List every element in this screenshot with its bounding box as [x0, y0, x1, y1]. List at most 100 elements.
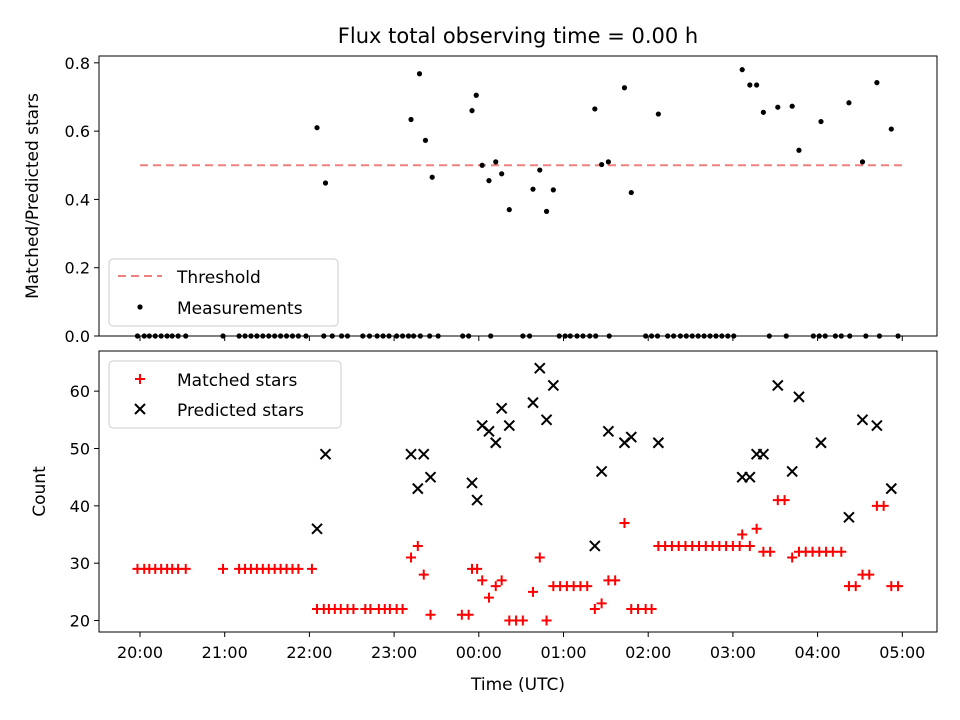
measurement-point: [550, 187, 556, 193]
x-tick-label: 01:00: [540, 643, 586, 662]
legend-measurements-swatch: [137, 304, 143, 310]
measurement-point: [874, 80, 880, 86]
predicted-star-point: [483, 425, 495, 437]
y-tick-label: 0.0: [65, 327, 90, 346]
measurement-point: [621, 85, 628, 91]
measurement-point: [469, 108, 475, 114]
matched-star-point: [589, 604, 600, 615]
measurement-point: [818, 118, 824, 125]
y-axis-label: Matched/Predicted stars: [23, 93, 43, 299]
predicted-star-point: [418, 448, 430, 460]
predicted-star-point: [540, 414, 553, 426]
measurement-point: [605, 159, 611, 165]
predicted-star-point: [589, 540, 601, 552]
predicted-star-point: [786, 465, 798, 478]
y-tick-label: 0.6: [65, 122, 90, 141]
x-tick-label: 21:00: [202, 643, 248, 662]
predicted-star-point: [595, 465, 608, 478]
x-tick-label: 23:00: [371, 643, 417, 662]
measurement-point: [747, 82, 753, 88]
predicted-star-point: [534, 362, 546, 374]
matched-star-point: [397, 604, 408, 615]
measurement-point: [775, 104, 781, 110]
matched-star-point: [787, 552, 798, 563]
measurement-point: [493, 159, 499, 165]
legend-threshold-label: Threshold: [176, 268, 261, 288]
legend-box: [108, 360, 342, 429]
predicted-star-point: [885, 482, 897, 495]
matched-star-point: [463, 609, 474, 620]
y-tick-label: 60: [70, 382, 90, 401]
predicted-star-point: [319, 448, 332, 460]
x-tick-label: 05:00: [879, 643, 925, 662]
x-axis-label: Time (UTC): [470, 675, 565, 695]
matched-star-point: [477, 575, 488, 586]
x-tick-label: 03:00: [710, 643, 756, 662]
legend-predicted-swatch: [134, 403, 146, 415]
matched-star-point: [425, 609, 436, 620]
matched-star-point: [646, 604, 657, 615]
count-plot: 20 30 40 50 60 20:00 21:00 22:00 23:00 00:00 01:00…: [30, 350, 938, 662]
matched-star-point: [496, 575, 507, 586]
matched-star-point: [365, 604, 376, 615]
matched-star-point: [534, 552, 545, 563]
legend-measurements-label: Measurements: [177, 299, 303, 319]
measurement-point: [429, 174, 435, 180]
predicted-star-point: [471, 494, 483, 506]
measurement-point: [592, 106, 598, 112]
matched-star-point: [765, 546, 776, 557]
predicted-star-point: [856, 414, 869, 426]
measurement-point: [754, 82, 760, 88]
predicted-star-point: [871, 419, 883, 432]
measurement-point: [506, 207, 512, 213]
x-tick-label: 22:00: [286, 643, 332, 662]
predicted-star-point: [652, 437, 665, 449]
measurement-point: [599, 161, 605, 168]
measurement-point: [859, 159, 866, 165]
plot-frame: [98, 350, 938, 633]
matched-star-point: [836, 546, 847, 557]
matched-star-point: [619, 518, 630, 529]
chart-title: Flux total observing time = 0.00 h: [338, 24, 698, 48]
predicted-star-point: [547, 379, 560, 392]
measurement-point: [314, 125, 320, 131]
matched-star-point: [293, 563, 304, 574]
measurement-point: [473, 92, 479, 98]
legend-predicted-label: Predicted stars: [177, 401, 304, 421]
matched-star-point: [180, 563, 191, 574]
measurement-point: [739, 67, 745, 73]
predicted-star-point: [495, 402, 508, 415]
matched-star-point: [878, 500, 889, 511]
y-tick-label: 0.4: [65, 190, 90, 209]
predicted-star-point: [527, 396, 539, 409]
predicted-star-point: [466, 477, 478, 489]
measurement-point: [408, 116, 414, 123]
measurement-point: [628, 189, 634, 196]
matched-star-point: [412, 540, 423, 551]
matched-star-point: [850, 581, 861, 592]
matched-star-point: [864, 569, 875, 580]
measurement-point: [796, 147, 802, 153]
legend-box: [108, 258, 339, 327]
legend-matched-swatch: [135, 374, 145, 384]
x-tick-label: 20:00: [117, 643, 163, 662]
predicted-star-point: [412, 482, 424, 495]
matched-star-point: [596, 598, 607, 609]
y-tick-label: 40: [70, 497, 90, 516]
measurement-point: [655, 111, 661, 117]
y-tick-label: 30: [70, 554, 90, 573]
predicted-star-point: [744, 471, 756, 483]
x-tick-label: 04:00: [795, 643, 841, 662]
y-tick-label: 20: [70, 612, 90, 631]
measurement-point: [486, 178, 492, 184]
matched-star-point: [218, 563, 229, 574]
y-tick-label: 50: [70, 439, 90, 458]
matched-star-point: [483, 592, 494, 603]
measurement-point: [537, 167, 543, 173]
measurement-point: [479, 162, 485, 168]
matched-star-point: [490, 581, 501, 592]
predicted-star-point: [311, 523, 323, 535]
measurement-point: [422, 137, 429, 143]
matched-star-point: [541, 615, 552, 626]
matched-star-point: [582, 581, 593, 592]
